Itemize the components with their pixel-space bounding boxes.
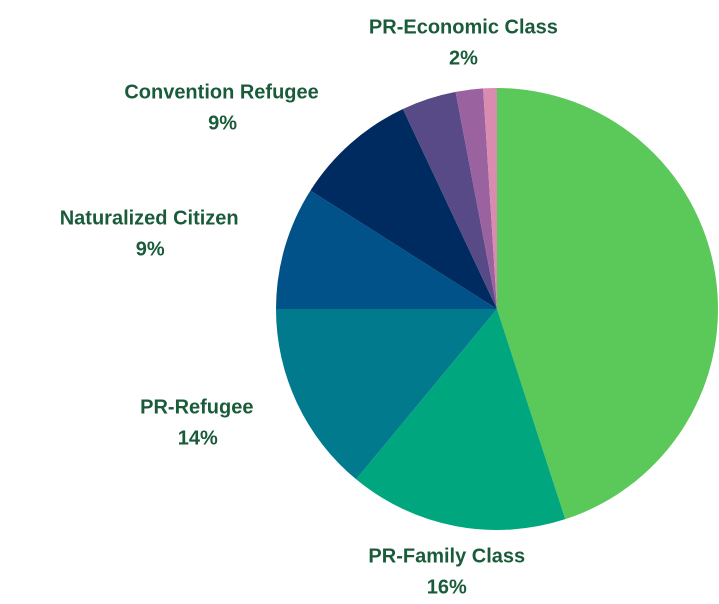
pie-slice xyxy=(276,309,497,480)
slice-label: PR-Family Class xyxy=(368,546,525,568)
slice-value: 14% xyxy=(178,427,218,449)
slice-label: PR-Economic Class xyxy=(369,16,558,38)
pie-slice xyxy=(483,88,497,309)
slice-value: 2% xyxy=(449,47,478,69)
pie-slice xyxy=(497,88,718,520)
slice-label: Naturalized Citizen xyxy=(60,208,239,230)
pie-slice xyxy=(455,88,497,309)
slice-value: 9% xyxy=(136,239,165,261)
pie-slice xyxy=(276,190,497,309)
slice-value: 9% xyxy=(208,112,237,134)
slice-label: Convention Refugee xyxy=(124,81,318,103)
pie-slice xyxy=(356,309,566,531)
slice-label: PR-Refugee xyxy=(140,396,253,418)
slice-value: 16% xyxy=(427,577,467,599)
pie-slice xyxy=(402,91,497,309)
pie-slice xyxy=(310,109,497,309)
